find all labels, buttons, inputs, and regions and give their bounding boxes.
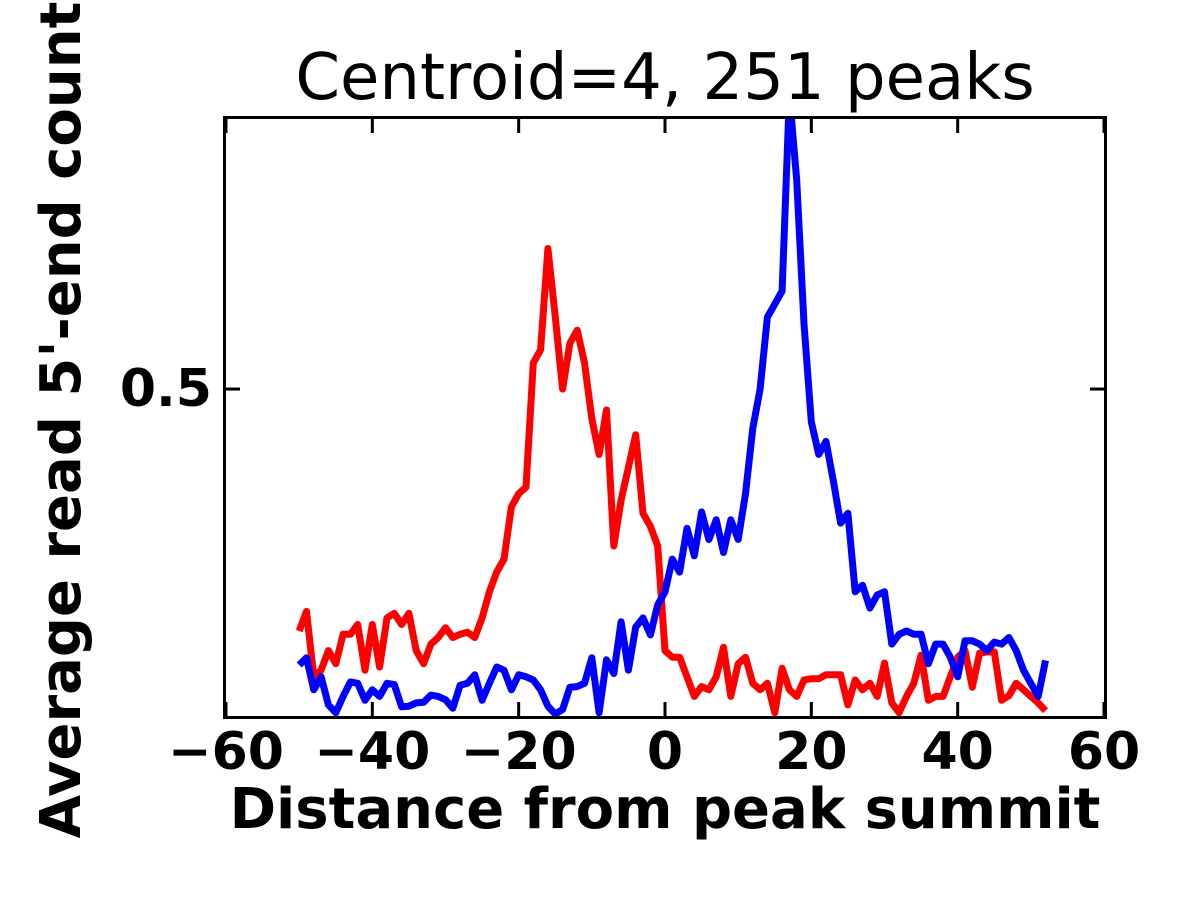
x-tick-label: 40 bbox=[921, 722, 994, 782]
x-axis-label: Distance from peak summit bbox=[229, 777, 1101, 842]
x-tick-label: −40 bbox=[314, 722, 431, 782]
series-line-blue bbox=[296, 119, 1049, 716]
series-line-red bbox=[295, 245, 1049, 716]
plot-canvas bbox=[226, 119, 1104, 716]
x-tick-label: 0 bbox=[646, 722, 684, 782]
x-tick-label: −20 bbox=[460, 722, 577, 782]
x-tick-label: −60 bbox=[168, 722, 284, 782]
plot-area bbox=[223, 116, 1107, 719]
y-axis-label: Average read 5'-end count bbox=[29, 1, 94, 839]
x-tick-label: 20 bbox=[775, 722, 848, 782]
x-tick-label: 60 bbox=[1067, 722, 1141, 782]
y-tick-label: 0.5 bbox=[119, 359, 212, 420]
chart-title: Centroid=4, 251 peaks bbox=[295, 41, 1035, 115]
